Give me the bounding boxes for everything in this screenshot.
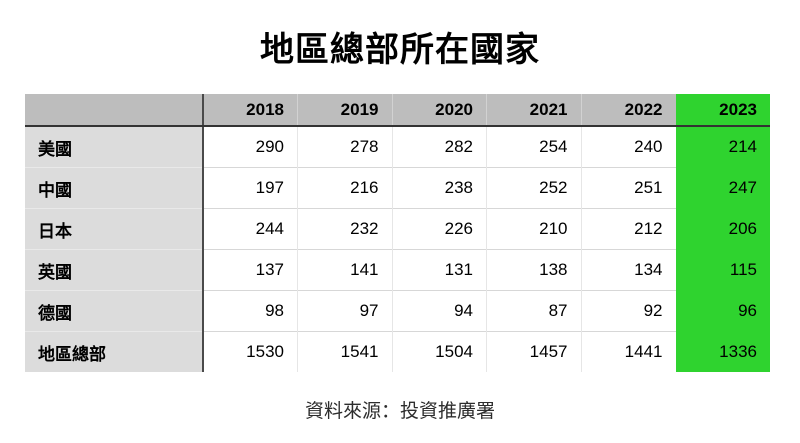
year-header-cell: 2023 [675,94,770,127]
page-title: 地區總部所在國家 [260,31,540,69]
value-cell: 131 [391,249,487,291]
regional-hq-table: 2018 2019 2020 2021 2022 2023 美國 290 278 282 254 2… [25,94,770,372]
value-cell: 1457 [486,331,581,372]
year-header-cell: 2020 [391,94,487,127]
value-cell: 254 [486,125,581,168]
row-label-cell: 英國 [25,249,204,291]
value-cell: 247 [675,167,770,209]
value-cell: 115 [675,249,770,291]
value-cell: 282 [391,125,487,168]
row-label-cell: 日本 [25,208,204,250]
table-row: 美國 290 278 282 254 240 214 [25,125,770,168]
value-cell: 1530 [202,331,298,372]
value-cell: 252 [486,167,581,209]
row-label-cell: 地區總部 [25,331,204,372]
value-cell: 98 [202,290,298,332]
value-cell: 141 [297,249,392,291]
value-cell: 1504 [391,331,487,372]
row-label-cell: 德國 [25,290,204,332]
table-row: 日本 244 232 226 210 212 206 [25,208,770,250]
table-row: 地區總部 1530 1541 1504 1457 1441 1336 [25,331,770,372]
value-cell: 96 [675,290,770,332]
table-header-row: 2018 2019 2020 2021 2022 2023 [25,94,770,127]
year-header-cell: 2021 [486,94,581,127]
table-body: 美國 290 278 282 254 240 214 中國 197 216 238 252 251 247… [25,125,770,372]
value-cell: 206 [675,208,770,250]
value-cell: 226 [391,208,487,250]
value-cell: 232 [297,208,392,250]
row-label-cell: 美國 [25,125,204,168]
table-row: 中國 197 216 238 252 251 247 [25,167,770,209]
value-cell: 87 [486,290,581,332]
value-cell: 94 [391,290,487,332]
value-cell: 1441 [580,331,676,372]
corner-header-cell [25,94,204,127]
value-cell: 290 [202,125,298,168]
value-cell: 251 [580,167,676,209]
value-cell: 97 [297,290,392,332]
value-cell: 138 [486,249,581,291]
value-cell: 137 [202,249,298,291]
year-header-cell: 2018 [202,94,298,127]
value-cell: 134 [580,249,676,291]
year-header-cell: 2019 [297,94,392,127]
value-cell: 92 [580,290,676,332]
table-row: 德國 98 97 94 87 92 96 [25,290,770,332]
value-cell: 240 [580,125,676,168]
year-header-cell: 2022 [580,94,676,127]
value-cell: 1336 [675,331,770,372]
value-cell: 238 [391,167,487,209]
value-cell: 278 [297,125,392,168]
value-cell: 210 [486,208,581,250]
value-cell: 197 [202,167,298,209]
table-row: 英國 137 141 131 138 134 115 [25,249,770,291]
value-cell: 1541 [297,331,392,372]
value-cell: 216 [297,167,392,209]
value-cell: 244 [202,208,298,250]
row-label-cell: 中國 [25,167,204,209]
value-cell: 212 [580,208,676,250]
source-caption: 資料來源：投資推廣署 [304,401,495,422]
value-cell: 214 [675,126,770,168]
